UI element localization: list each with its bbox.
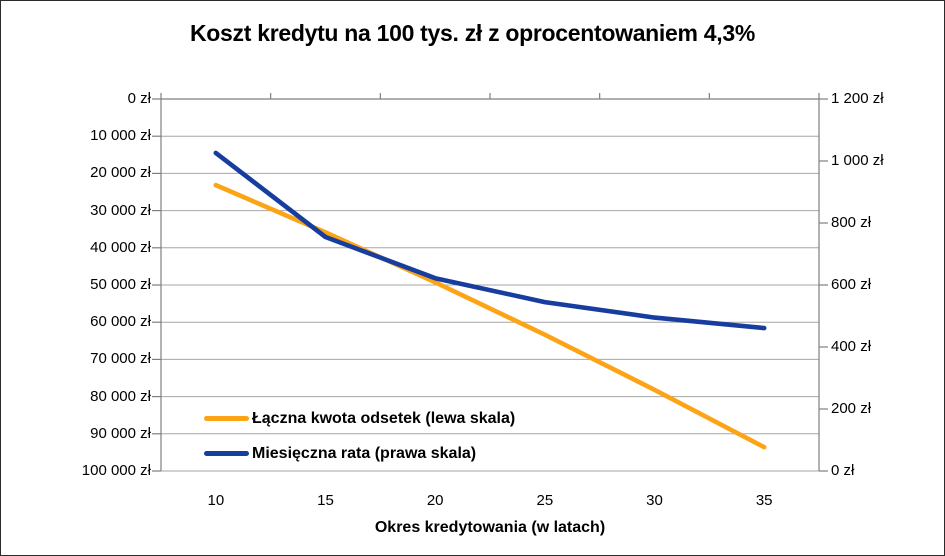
payment-series-swatch [204, 451, 249, 456]
legend-item-interest: Łączna kwota odsetek (lewa skala) [204, 401, 515, 436]
right-axis-tick-label: 1 000 zł [831, 152, 884, 169]
legend: Łączna kwota odsetek (lewa skala) Miesię… [204, 401, 515, 471]
right-axis-tick-label: 0 zł [831, 462, 855, 479]
left-axis-tick-label: 80 000 zł [90, 387, 151, 405]
x-axis-title: Okres kredytowania (w latach) [374, 519, 606, 536]
x-axis-tick-label: 10 [207, 492, 225, 509]
left-axis-tick-label: 100 000 zł [81, 462, 151, 479]
right-axis-tick-label: 400 zł [831, 338, 872, 355]
legend-label: Miesięczna rata (prawa skala) [252, 444, 477, 462]
left-axis-tick-label: 70 000 zł [90, 350, 151, 368]
x-axis-tick-label: 25 [536, 492, 554, 509]
left-axis-tick-label: 20 000 zł [90, 164, 151, 182]
x-axis-tick-label: 15 [317, 492, 334, 509]
x-axis-tick-label: 30 [646, 492, 663, 509]
left-axis-tick-label: 60 000 zł [90, 313, 151, 331]
series-line-payment [213, 150, 767, 331]
interest-series-swatch [204, 416, 249, 421]
left-axis-tick-label: 30 000 zł [90, 201, 151, 219]
x-axis-tick-label: 20 [426, 492, 444, 509]
left-axis-tick-label: 50 000 zł [90, 276, 151, 293]
left-axis-tick-label: 90 000 zł [90, 424, 151, 442]
right-axis-tick-label: 200 zł [831, 400, 872, 417]
legend-item-payment: Miesięczna rata (prawa skala) [204, 436, 515, 471]
left-axis-tick-label: 10 000 zł [90, 127, 151, 145]
chart-title: Koszt kredytu na 100 tys. zł z oprocento… [190, 20, 755, 46]
x-axis-tick-label: 35 [755, 492, 773, 509]
right-axis-tick-label: 1 200 zł [831, 90, 884, 107]
right-axis-tick-label: 600 zł [831, 276, 872, 293]
left-axis-tick-label: 0 zł [127, 90, 151, 107]
legend-label: Łączna kwota odsetek (lewa skala) [252, 409, 516, 427]
left-axis-tick-label: 40 000 zł [90, 238, 151, 256]
right-axis-tick-label: 800 zł [831, 214, 872, 231]
